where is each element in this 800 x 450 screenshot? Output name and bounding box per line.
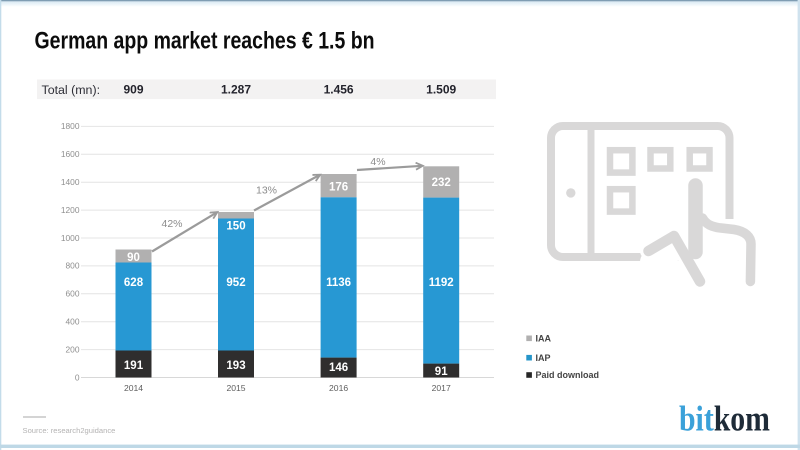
svg-text:1.509: 1.509 [426,83,456,97]
svg-text:191: 191 [124,360,144,372]
svg-text:1136: 1136 [326,277,351,289]
svg-text:1600: 1600 [61,149,80,159]
svg-text:800: 800 [66,261,80,271]
svg-text:Source: research2guidance: Source: research2guidance [23,426,116,435]
svg-text:90: 90 [127,252,140,264]
svg-text:146: 146 [329,362,348,374]
svg-text:1192: 1192 [429,277,454,289]
svg-text:600: 600 [66,289,80,299]
svg-text:400: 400 [66,317,80,327]
svg-text:200: 200 [66,344,80,354]
svg-text:91: 91 [435,366,448,378]
svg-text:42%: 42% [161,218,182,230]
svg-text:1.456: 1.456 [324,83,354,97]
svg-text:2014: 2014 [124,383,143,393]
svg-text:IAP: IAP [536,353,551,363]
svg-text:628: 628 [124,277,144,289]
svg-text:2015: 2015 [226,383,245,393]
svg-text:Paid download: Paid download [536,370,600,380]
svg-text:1800: 1800 [61,121,80,131]
svg-text:1.287: 1.287 [221,83,251,97]
svg-text:2016: 2016 [329,383,348,393]
svg-text:4%: 4% [370,156,385,168]
svg-text:Total (mn):: Total (mn): [42,83,101,97]
svg-text:0: 0 [75,372,80,382]
svg-text:1200: 1200 [61,205,80,215]
svg-text:2017: 2017 [432,383,451,393]
svg-text:193: 193 [226,360,245,372]
svg-text:1000: 1000 [61,233,80,243]
svg-text:1400: 1400 [61,177,80,187]
svg-text:13%: 13% [256,185,277,197]
svg-text:150: 150 [226,221,245,233]
svg-text:176: 176 [329,182,348,194]
svg-text:952: 952 [226,277,245,289]
svg-text:German app market reaches € 1.: German app market reaches € 1.5 bn [35,28,375,55]
svg-text:909: 909 [123,83,143,97]
svg-text:232: 232 [432,177,451,189]
svg-text:bitkom: bitkom [679,399,770,439]
svg-text:IAA: IAA [536,334,552,344]
